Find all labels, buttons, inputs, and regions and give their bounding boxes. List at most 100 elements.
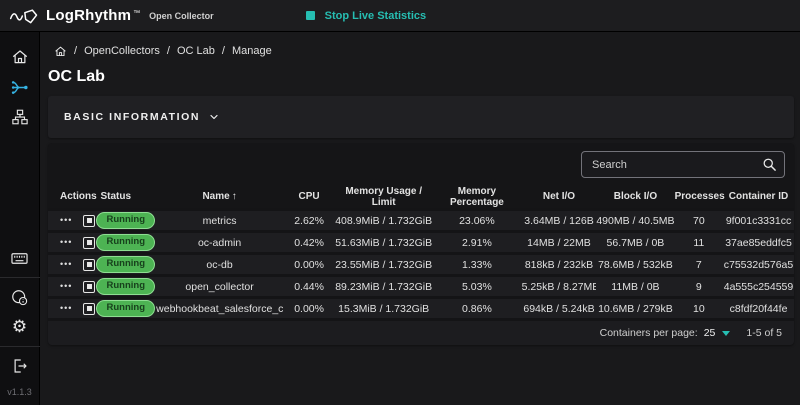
sidebar-item-pipelines[interactable] — [0, 102, 40, 132]
stop-container-button[interactable] — [83, 303, 95, 315]
search-icon — [762, 157, 777, 172]
page-size-value: 25 — [704, 327, 716, 339]
net-io-value: 5.25kB / 8.27MB — [522, 281, 597, 293]
column-header-name-label: Name — [202, 191, 229, 202]
cpu-value: 0.42% — [283, 237, 335, 249]
container-name: oc-admin — [156, 237, 283, 249]
column-header-status[interactable]: Status — [96, 191, 156, 202]
stop-icon — [87, 284, 92, 289]
sidebar-item-logout[interactable] — [0, 351, 40, 381]
breadcrumb: / OpenCollectors / OC Lab / Manage — [48, 32, 794, 58]
home-icon — [11, 48, 29, 66]
container-id-value: 4a555c254559 — [723, 281, 794, 293]
memory-pct-value: 1.33% — [432, 259, 522, 271]
processes-value: 10 — [675, 303, 723, 315]
processes-value: 9 — [675, 281, 723, 293]
table-row: ••• Running webhookbeat_salesforce_c 0.0… — [48, 296, 794, 318]
breadcrumb-separator: / — [222, 45, 225, 57]
row-actions: ••• — [48, 303, 96, 315]
basic-information-label: BASIC INFORMATION — [64, 111, 200, 123]
memory-value: 15.3MiB / 1.732GiB — [335, 303, 432, 315]
status-badge: Running — [96, 278, 155, 294]
column-header-processes[interactable]: Processes — [675, 191, 723, 202]
column-header-block[interactable]: Block I/O — [596, 191, 674, 202]
brand-trademark: ™ — [133, 10, 140, 17]
brand: LogRhythm ™ Open Collector — [0, 6, 214, 26]
cpu-value: 0.44% — [283, 281, 335, 293]
row-menu-button[interactable]: ••• — [60, 260, 72, 269]
logout-icon — [11, 357, 29, 375]
row-menu-button[interactable]: ••• — [60, 238, 72, 247]
breadcrumb-item-opencollectors[interactable]: OpenCollectors — [84, 45, 160, 57]
memory-pct-value: 0.86% — [432, 303, 522, 315]
caret-down-icon — [722, 331, 730, 336]
stop-container-button[interactable] — [83, 215, 95, 227]
basic-information-accordion[interactable]: BASIC INFORMATION — [48, 96, 794, 138]
stop-container-button[interactable] — [83, 259, 95, 271]
status-badge: Running — [96, 212, 155, 228]
container-name: oc-db — [156, 259, 283, 271]
stop-container-button[interactable] — [83, 281, 95, 293]
processes-value: 7 — [675, 259, 723, 271]
sidebar-item-home[interactable] — [0, 42, 40, 72]
row-actions: ••• — [48, 215, 96, 227]
sidebar-item-settings[interactable]: ⚙ — [0, 312, 40, 342]
table-header-row: Actions Status Name↑ CPU Memory Usage / … — [48, 185, 794, 208]
net-io-value: 3.64MB / 126B — [522, 215, 597, 227]
breadcrumb-item-oc-lab[interactable]: OC Lab — [177, 45, 215, 57]
stop-live-statistics-label: Stop Live Statistics — [325, 10, 426, 22]
cpu-value: 0.00% — [283, 303, 335, 315]
sidebar-item-console[interactable] — [0, 243, 40, 273]
collector-pipeline-icon — [10, 78, 29, 97]
sort-ascending-icon: ↑ — [232, 191, 237, 202]
container-name: webhookbeat_salesforce_c — [156, 303, 283, 315]
sidebar-item-collectors-active[interactable] — [0, 72, 40, 102]
container-id-value: 9f001c3331cc — [723, 215, 794, 227]
sitemap-icon — [11, 108, 29, 126]
search-input[interactable] — [581, 151, 785, 178]
column-header-memory[interactable]: Memory Usage / Limit — [335, 186, 432, 208]
column-header-memory-pct[interactable]: Memory Percentage — [432, 186, 522, 208]
processes-value: 70 — [675, 215, 723, 227]
stop-container-button[interactable] — [83, 237, 95, 249]
memory-value: 89.23MiB / 1.732GiB — [335, 281, 432, 293]
column-header-actions[interactable]: Actions — [48, 191, 96, 202]
stop-icon — [87, 240, 92, 245]
row-menu-button[interactable]: ••• — [60, 304, 72, 313]
app-version: v1.1.3 — [7, 387, 32, 397]
table-row: ••• Running metrics 2.62% 408.9MiB / 1.7… — [48, 208, 794, 230]
sidebar-divider — [0, 346, 40, 347]
sidebar-item-about[interactable] — [0, 282, 40, 312]
sidebar: ⚙ v1.1.3 — [0, 32, 40, 405]
stop-live-statistics-button[interactable]: Stop Live Statistics — [306, 10, 426, 22]
keyboard-icon — [10, 249, 29, 268]
column-header-cpu[interactable]: CPU — [283, 191, 335, 202]
cpu-value: 2.62% — [283, 215, 335, 227]
container-name: metrics — [156, 215, 283, 227]
block-io-value: 490MB / 40.5MB — [596, 215, 674, 227]
row-menu-button[interactable]: ••• — [60, 282, 72, 291]
about-info-icon — [10, 288, 29, 307]
net-io-value: 818kB / 232kB — [522, 259, 597, 271]
stop-icon — [87, 306, 92, 311]
row-menu-button[interactable]: ••• — [60, 216, 72, 225]
memory-value: 408.9MiB / 1.732GiB — [335, 215, 432, 227]
column-header-container-id[interactable]: Container ID — [723, 191, 794, 202]
column-header-net[interactable]: Net I/O — [522, 191, 597, 202]
row-status: Running — [96, 212, 156, 228]
page-size-select[interactable]: 25 — [704, 327, 731, 339]
top-bar: LogRhythm ™ Open Collector Stop Live Sta… — [0, 0, 800, 32]
row-actions: ••• — [48, 259, 96, 271]
breadcrumb-item-manage: Manage — [232, 45, 272, 57]
table-row: ••• Running oc-admin 0.42% 51.63MiB / 1.… — [48, 230, 794, 252]
breadcrumb-home-icon[interactable] — [54, 45, 67, 58]
pagination-bar: Containers per page: 25 1-5 of 5 — [48, 318, 794, 345]
column-header-name[interactable]: Name↑ — [156, 191, 283, 202]
block-io-value: 11MB / 0B — [596, 281, 674, 293]
memory-value: 51.63MiB / 1.732GiB — [335, 237, 432, 249]
stop-square-icon — [306, 11, 315, 20]
container-name: open_collector — [156, 281, 283, 293]
block-io-value: 78.6MB / 532kB — [596, 259, 674, 271]
app-window: LogRhythm ™ Open Collector Stop Live Sta… — [0, 0, 800, 405]
net-io-value: 694kB / 5.24kB — [522, 303, 597, 315]
